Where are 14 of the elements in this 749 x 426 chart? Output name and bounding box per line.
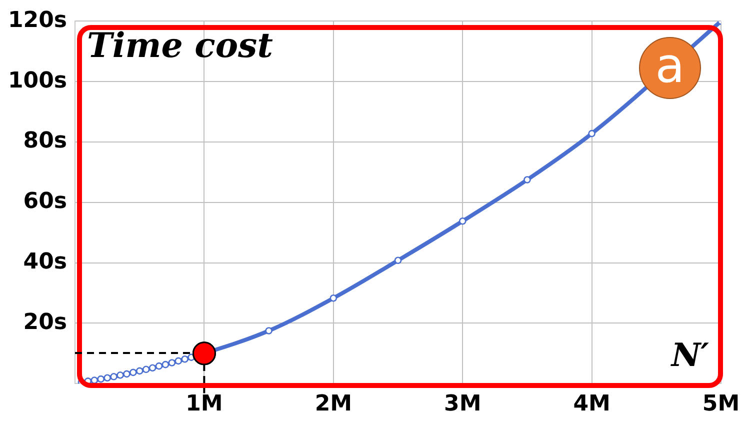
x-axis-title: N′ bbox=[670, 336, 710, 374]
y-tick-label: 80s bbox=[23, 128, 68, 154]
x-tick-label: 3M bbox=[444, 392, 482, 417]
y-tick-label: 40s bbox=[23, 250, 68, 275]
y-tick-label: 100s bbox=[8, 68, 68, 94]
chart-title: Time cost bbox=[87, 26, 274, 66]
x-tick-label: 5M bbox=[702, 392, 740, 417]
y-tick-label: 120s bbox=[8, 8, 68, 33]
x-tick-label: 1M bbox=[186, 392, 223, 417]
annotation: a bbox=[639, 37, 701, 100]
x-tick-label: 2M bbox=[314, 392, 352, 417]
y-tick-label: 60s bbox=[23, 189, 68, 214]
x-tick-label: 4M bbox=[573, 392, 610, 417]
y-tick-label: 20s bbox=[23, 310, 68, 335]
